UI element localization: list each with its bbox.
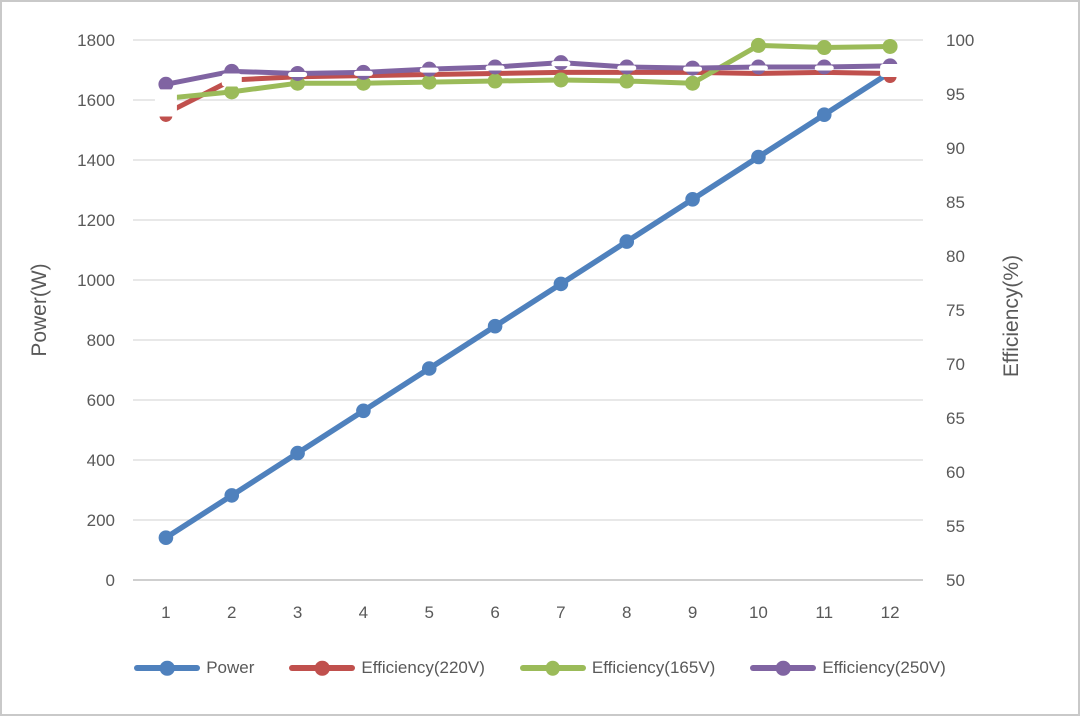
- x-axis-tick-label: 6: [490, 603, 499, 622]
- series-marker-eff165: [619, 73, 635, 89]
- series-marker-power: [487, 318, 503, 334]
- x-axis-tick-label: 9: [688, 603, 697, 622]
- x-axis-tick-label: 1: [161, 603, 170, 622]
- legend-swatch-eff220-icon: [289, 660, 356, 676]
- legend-swatch-power-icon: [134, 660, 201, 676]
- legend-swatch-eff250-icon: [750, 660, 817, 676]
- white-dash-marker: [353, 70, 373, 76]
- series-marker-power: [816, 107, 832, 122]
- series-line-eff220: [163, 69, 893, 116]
- legend-item-eff250: Efficiency(250V): [750, 658, 946, 678]
- x-axis-tick-label: 10: [749, 603, 768, 622]
- white-dash-marker: [683, 66, 703, 72]
- series-line-eff250: [163, 60, 893, 87]
- x-axis-tick-label: 4: [359, 603, 368, 622]
- x-axis-tick-label: 7: [556, 603, 565, 622]
- right-axis-tick-label: 85: [946, 193, 965, 212]
- series-marker-eff165: [487, 73, 503, 89]
- series-marker-eff165: [685, 75, 701, 91]
- series-marker-power: [685, 192, 700, 207]
- white-dash-marker: [748, 65, 768, 71]
- left-axis-tick-label: 1800: [77, 31, 115, 50]
- x-axis-tick-label: 12: [881, 603, 900, 622]
- series-marker-eff165: [816, 40, 832, 56]
- legend-label-eff250: Efficiency(250V): [822, 658, 946, 677]
- legend-item-eff220: Efficiency(220V): [289, 658, 485, 678]
- series-marker-eff165: [355, 75, 371, 91]
- left-axis-tick-label: 1200: [77, 211, 115, 230]
- right-axis-title: Efficiency(%): [1000, 255, 1023, 377]
- series-marker-power: [619, 234, 635, 249]
- series-marker-power: [158, 530, 174, 545]
- white-dash-marker: [288, 71, 308, 77]
- right-axis-tick-label: 80: [946, 247, 965, 266]
- series-marker-power: [356, 403, 371, 419]
- legend-label-power: Power: [206, 658, 255, 677]
- legend-label-eff220: Efficiency(220V): [361, 658, 485, 677]
- series-marker-eff165: [553, 72, 569, 88]
- left-axis-tick-label: 800: [87, 331, 115, 350]
- left-axis-tick-label: 1000: [77, 271, 115, 290]
- white-dash-marker: [617, 65, 637, 71]
- left-axis-tick-label: 400: [87, 451, 115, 470]
- legend-item-power: Power: [134, 658, 254, 678]
- x-axis-tick-label: 8: [622, 603, 631, 622]
- series-marker-power: [224, 488, 240, 503]
- series-marker-eff250: [158, 76, 174, 92]
- x-axis-tick-label: 2: [227, 603, 236, 622]
- right-axis-tick-label: 60: [946, 463, 965, 482]
- white-square-marker: [880, 63, 901, 77]
- right-axis-tick-label: 65: [946, 409, 965, 428]
- x-axis-tick-label: 11: [815, 603, 833, 622]
- left-axis-tick-label: 600: [87, 391, 115, 410]
- right-axis-tick-label: 50: [946, 571, 965, 590]
- right-axis-tick-label: 90: [946, 139, 965, 158]
- series-line-eff165: [163, 42, 893, 101]
- left-axis-tick-label: 1400: [77, 151, 115, 170]
- left-axis-title: Power(W): [28, 263, 51, 356]
- series-marker-power: [290, 445, 305, 461]
- white-dash-marker: [814, 65, 834, 71]
- legend-swatch-eff165-icon: [519, 660, 586, 676]
- x-axis-tick-label: 5: [425, 603, 434, 622]
- legend: Power Efficiency(220V) Efficiency(165V) …: [2, 658, 1078, 678]
- left-axis-tick-label: 1600: [77, 91, 115, 110]
- white-dash-marker: [485, 65, 505, 71]
- white-dash-marker: [419, 67, 439, 73]
- right-axis-tick-label: 70: [946, 355, 965, 374]
- right-axis-tick-label: 100: [946, 31, 974, 50]
- series-marker-eff165: [750, 37, 766, 53]
- left-axis-tick-label: 200: [87, 511, 115, 530]
- series-line-power: [163, 69, 893, 541]
- series-marker-eff165: [882, 38, 898, 54]
- legend-item-eff165: Efficiency(165V): [519, 658, 716, 678]
- right-axis-tick-label: 95: [946, 85, 965, 104]
- legend-label-eff165: Efficiency(165V): [591, 658, 716, 677]
- white-square-marker: [154, 89, 177, 117]
- series-marker-eff165: [421, 74, 437, 90]
- left-axis-tick-label: 0: [106, 571, 115, 590]
- white-square-marker: [221, 73, 242, 87]
- series-marker-eff165: [224, 84, 240, 100]
- right-axis-tick-label: 55: [946, 517, 965, 536]
- series-marker-power: [421, 361, 437, 376]
- series-marker-power: [751, 149, 766, 165]
- white-dash-marker: [551, 61, 571, 67]
- x-axis-tick-label: 3: [293, 603, 302, 622]
- series-marker-power: [553, 276, 569, 292]
- right-axis-tick-label: 75: [946, 301, 965, 320]
